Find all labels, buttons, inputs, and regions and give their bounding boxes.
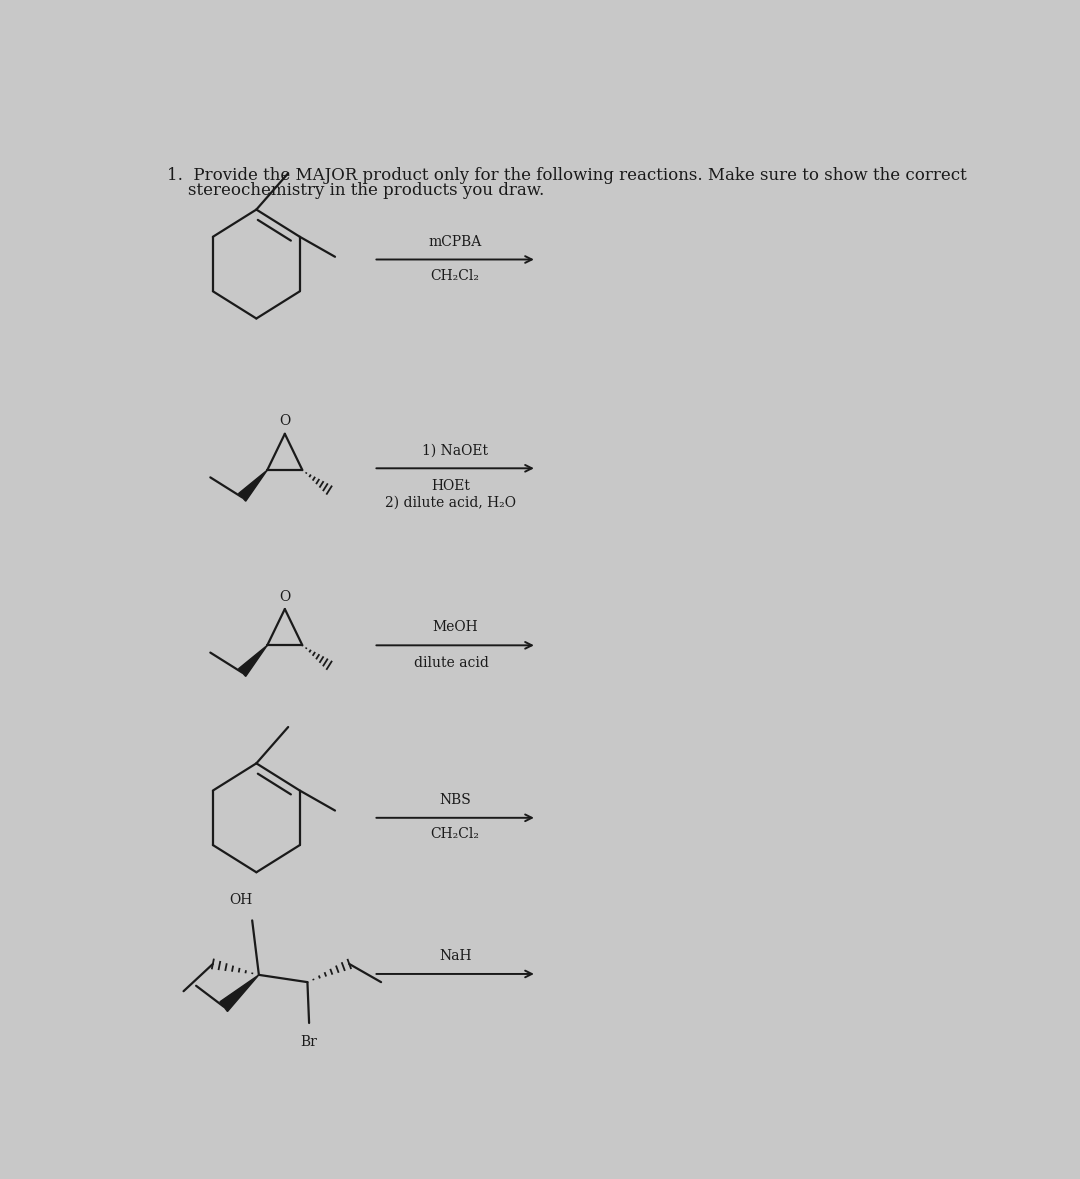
Polygon shape (220, 975, 259, 1012)
Text: O: O (280, 590, 291, 604)
Text: stereochemistry in the products you draw.: stereochemistry in the products you draw… (166, 183, 544, 199)
Text: OH: OH (229, 893, 252, 907)
Text: 1.  Provide the MAJOR product only for the following reactions. Make sure to sho: 1. Provide the MAJOR product only for th… (166, 167, 967, 184)
Text: 2) dilute acid, H₂O: 2) dilute acid, H₂O (386, 495, 516, 509)
Text: Br: Br (300, 1035, 318, 1049)
Text: CH₂Cl₂: CH₂Cl₂ (431, 269, 480, 283)
Polygon shape (239, 470, 267, 501)
Text: HOEt: HOEt (432, 479, 471, 493)
Text: O: O (280, 414, 291, 428)
Polygon shape (239, 645, 267, 677)
Text: CH₂Cl₂: CH₂Cl₂ (431, 826, 480, 841)
Text: 1) NaOEt: 1) NaOEt (422, 443, 488, 457)
Text: MeOH: MeOH (432, 620, 478, 634)
Text: NBS: NBS (440, 793, 471, 806)
Text: NaH: NaH (438, 949, 471, 963)
Text: dilute acid: dilute acid (414, 657, 488, 670)
Text: mCPBA: mCPBA (429, 235, 482, 249)
